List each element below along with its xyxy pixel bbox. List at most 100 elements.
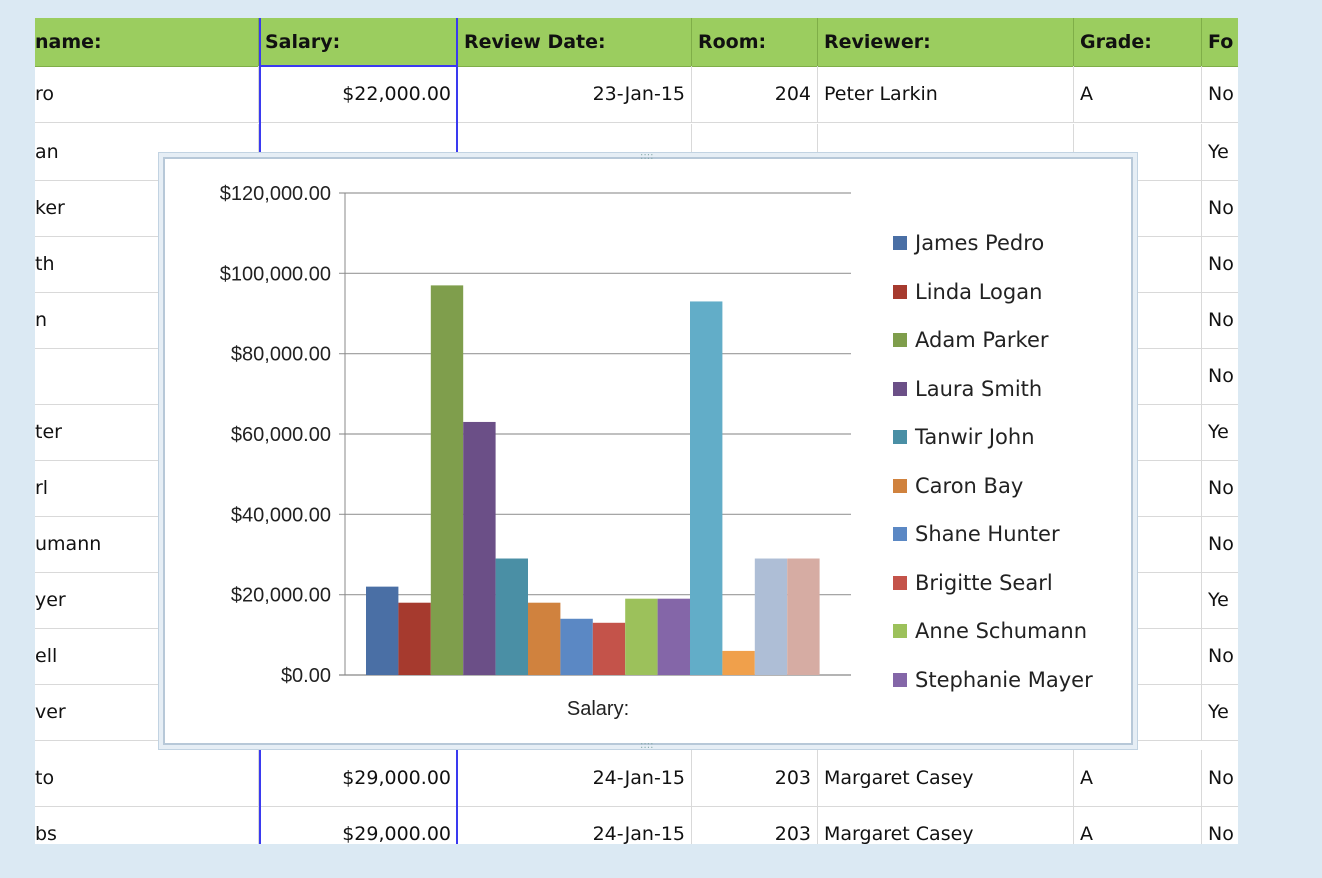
bar-brigitte-searl [592, 622, 626, 675]
cell-grade[interactable] [1074, 180, 1202, 236]
cell-review-date[interactable]: 24-Jan-15 [458, 750, 692, 806]
cell-review-date[interactable]: 24-Jan-15 [458, 806, 692, 844]
table-row: to $29,000.00 24-Jan-15 203 Margaret Casey A N… [35, 750, 1238, 807]
cell-fo[interactable]: No [1208, 477, 1234, 499]
legend-swatch [893, 333, 907, 348]
cell-fo[interactable]: Ye [1208, 589, 1229, 611]
cell-grade[interactable] [1074, 236, 1202, 292]
cell-reviewer[interactable]: Margaret Casey [818, 750, 1074, 806]
cell-grade[interactable] [1074, 684, 1202, 740]
legend-item: Caron Bay [893, 462, 1093, 511]
bar-adam-parker [430, 285, 464, 675]
cell-fo[interactable]: Ye [1208, 421, 1229, 443]
legend-swatch [893, 672, 907, 687]
cell-room[interactable]: 203 [692, 806, 818, 844]
y-tick-label: $100,000.00 [220, 263, 331, 285]
bar-shane-hunter [560, 618, 593, 675]
cell-grade[interactable] [1074, 460, 1202, 516]
cell-room[interactable]: 204 [692, 66, 818, 122]
cell-review-date[interactable]: 23-Jan-15 [458, 66, 692, 122]
y-tick-label: $40,000.00 [231, 504, 331, 526]
cell-name[interactable]: bs [35, 806, 259, 844]
cell-name[interactable]: ro [35, 66, 259, 122]
cell-grade[interactable] [1074, 292, 1202, 348]
cell-grade[interactable]: A [1074, 750, 1202, 806]
cell-fo[interactable]: Ye [1208, 141, 1229, 163]
legend-swatch [893, 624, 907, 639]
cell-salary[interactable]: $22,000.00 [259, 66, 458, 122]
bar-series-12 [722, 650, 755, 675]
header-review-date[interactable]: Review Date: [458, 18, 692, 66]
y-tick-label: $80,000.00 [231, 344, 331, 366]
y-tick-label: $120,000.00 [220, 183, 331, 205]
bar-caron-bay [528, 602, 561, 675]
legend-swatch [893, 284, 907, 299]
legend-swatch [893, 381, 907, 396]
legend-label: Laura Smith [915, 376, 1043, 401]
selection-border-top [259, 65, 458, 67]
chart-legend: James Pedro Linda Logan Adam Parker Laura S… [893, 219, 1093, 704]
cell-fo[interactable]: No [1208, 309, 1234, 331]
cell-salary[interactable]: $29,000.00 [259, 806, 458, 844]
y-tick-label: $60,000.00 [231, 424, 331, 446]
cell-fo[interactable]: No [1208, 197, 1234, 219]
legend-swatch [893, 527, 907, 542]
legend-label: Caron Bay [915, 473, 1024, 498]
header-fo[interactable]: Fo [1202, 18, 1238, 66]
cell-room[interactable]: 203 [692, 750, 818, 806]
cell-fo[interactable]: No [1208, 533, 1234, 555]
cell-fo[interactable]: No [1208, 645, 1234, 667]
legend-swatch [893, 575, 907, 590]
cell-name[interactable]: to [35, 750, 259, 806]
chart-plot: $0.00 $20,000.00 $40,000.00 $60,000.00 $80,0… [220, 183, 851, 720]
table-row: bs $29,000.00 24-Jan-15 203 Margaret Casey A N… [35, 806, 1238, 844]
header-grade[interactable]: Grade: [1074, 18, 1202, 66]
cell-reviewer[interactable] [818, 124, 1074, 180]
y-tick-label: $0.00 [281, 665, 331, 687]
cell-grade[interactable] [1074, 348, 1202, 404]
legend-label: Linda Logan [915, 279, 1043, 304]
cell-fo[interactable]: No [1208, 823, 1234, 844]
header-salary[interactable]: Salary: [259, 18, 458, 66]
bar-tanwir-john [495, 558, 528, 675]
cell-grade[interactable] [1074, 628, 1202, 684]
legend-label: James Pedro [915, 231, 1045, 256]
cell-fo[interactable]: No [1208, 767, 1234, 789]
cell-grade[interactable] [1074, 516, 1202, 572]
cell-fo[interactable]: No [1208, 83, 1234, 105]
bar-series-14 [787, 558, 820, 675]
cell-room[interactable] [692, 124, 818, 180]
cell-grade[interactable] [1074, 572, 1202, 628]
cell-fo[interactable]: No [1208, 365, 1234, 387]
cell-reviewer[interactable]: Peter Larkin [818, 66, 1074, 122]
header-room[interactable]: Room: [692, 18, 818, 66]
cell-fo[interactable]: No [1208, 253, 1234, 275]
legend-label: Brigitte Searl [915, 570, 1053, 595]
salary-chart[interactable]: $0.00 $20,000.00 $40,000.00 $60,000.00 $80,0… [163, 151, 1133, 751]
legend-swatch [893, 430, 907, 445]
cell-reviewer[interactable]: Margaret Casey [818, 806, 1074, 844]
cell-name[interactable]: an [35, 124, 259, 180]
cell-grade[interactable]: A [1074, 66, 1202, 122]
legend-item: Stephanie Mayer [893, 656, 1093, 705]
cell-grade[interactable] [1074, 124, 1202, 180]
header-row: name: Salary: Review Date: Room: Reviewe… [35, 18, 1238, 67]
legend-item: Tanwir John [893, 413, 1093, 462]
cell-fo[interactable]: Ye [1208, 701, 1229, 723]
y-tick-label: $20,000.00 [231, 585, 331, 607]
header-name[interactable]: name: [35, 18, 259, 66]
header-reviewer[interactable]: Reviewer: [818, 18, 1074, 66]
cell-salary[interactable]: $29,000.00 [259, 750, 458, 806]
bar-laura-smith [463, 421, 496, 675]
cell-review-date[interactable] [458, 124, 692, 180]
legend-swatch [893, 478, 907, 493]
table-row: ro $22,000.00 23-Jan-15 204 Peter Larkin A No [35, 66, 1238, 123]
bar-james-pedro [366, 586, 399, 675]
cell-grade[interactable] [1074, 404, 1202, 460]
resize-handle-top[interactable]: :::: [640, 151, 654, 162]
legend-item: Adam Parker [893, 316, 1093, 365]
bar-series-13 [754, 558, 788, 675]
bar-stephanie-mayer [657, 598, 690, 675]
cell-grade[interactable]: A [1074, 806, 1202, 844]
resize-handle-bottom[interactable]: :::: [640, 740, 654, 751]
